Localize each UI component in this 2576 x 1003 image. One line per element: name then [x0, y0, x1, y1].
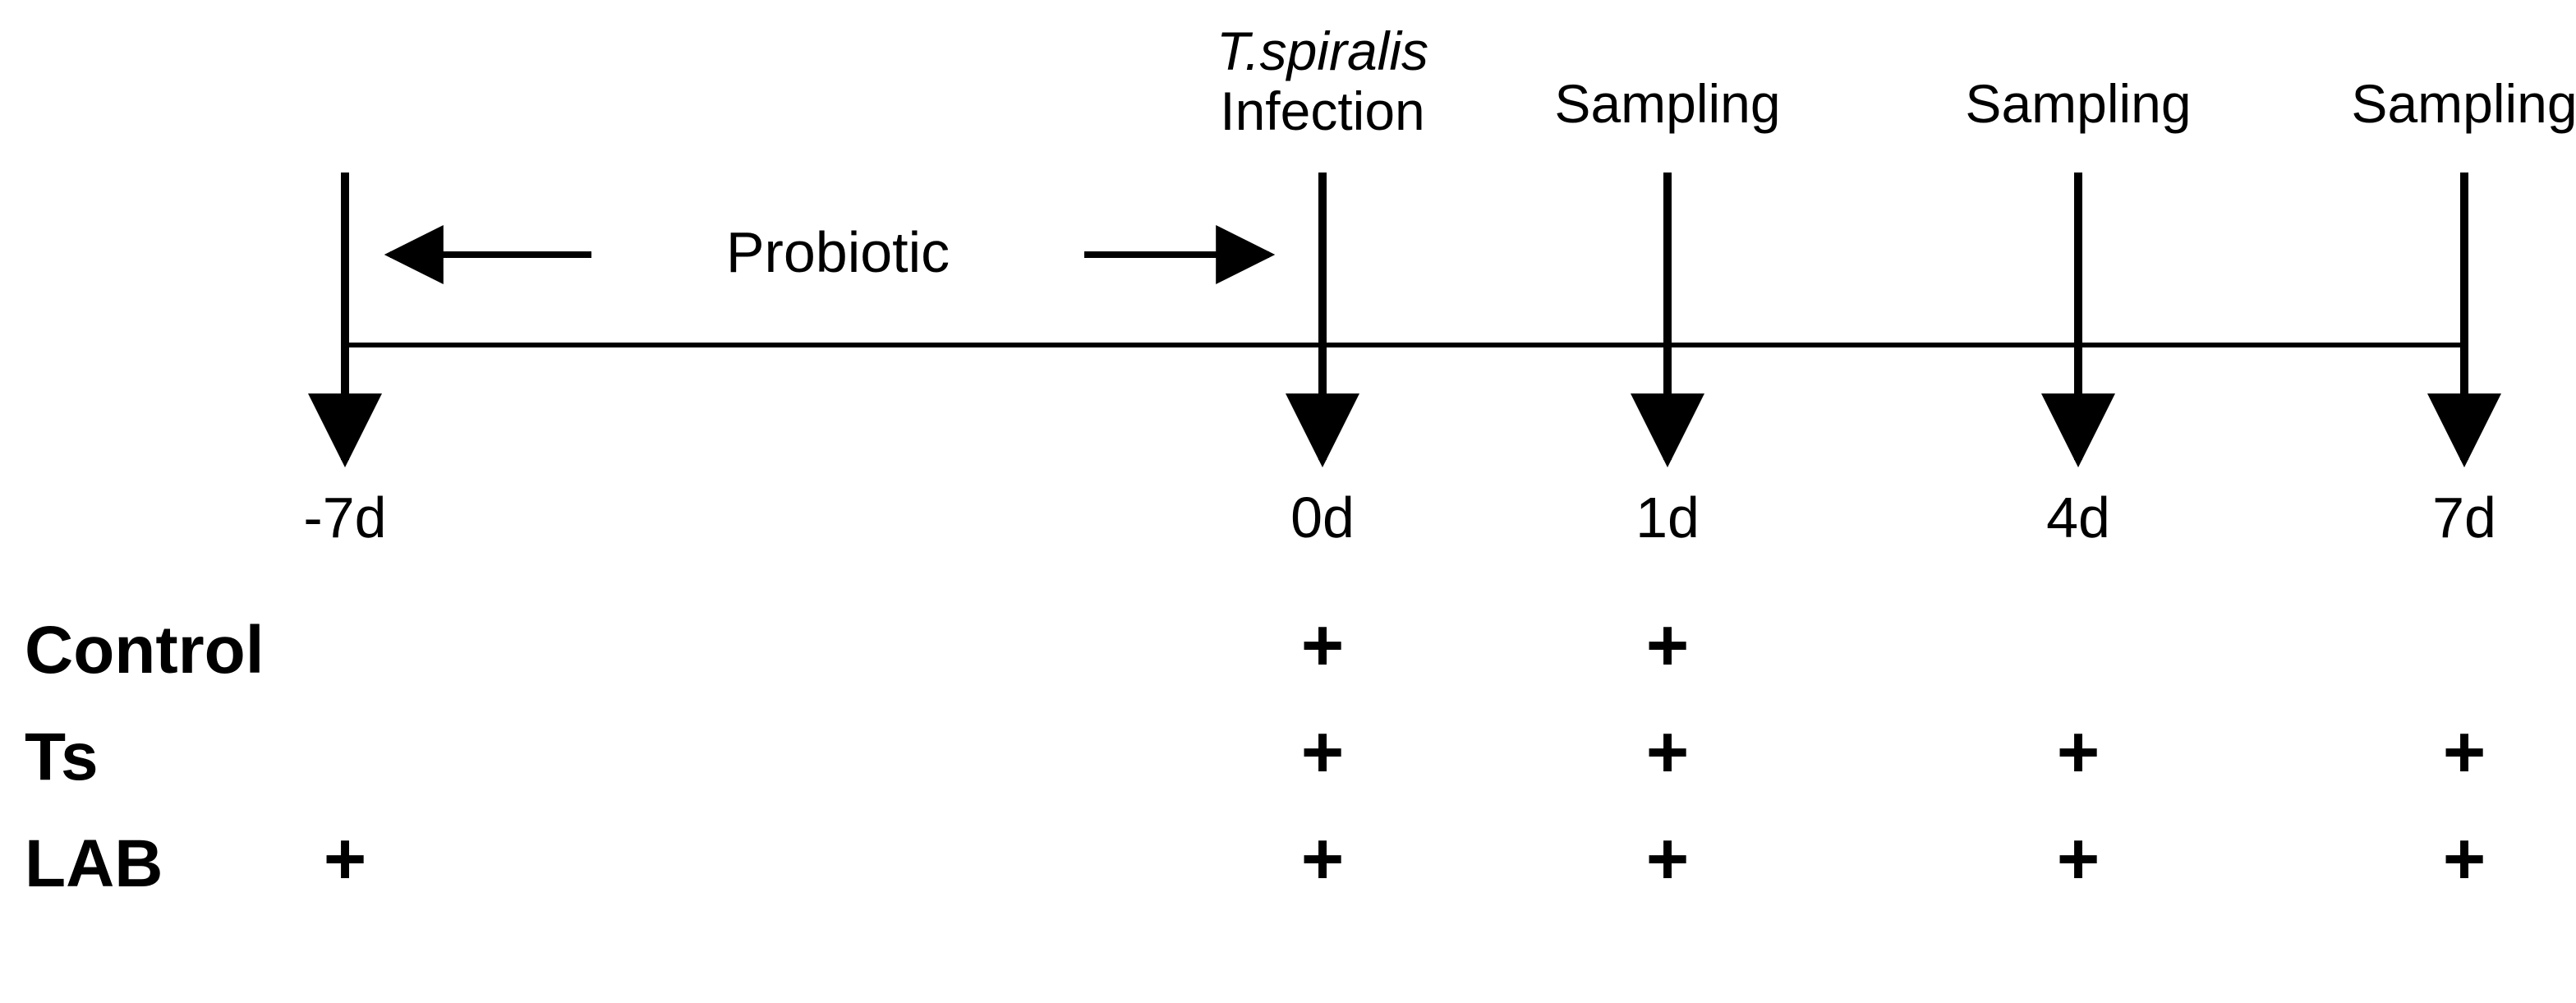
plus-lab-m7: + [324, 822, 367, 896]
plus-ts-d1: + [1646, 715, 1690, 789]
event-sampling-7d: Sampling [2351, 74, 2576, 134]
plus-ts-d7: + [2443, 715, 2486, 789]
day-minus7: -7d [303, 485, 386, 550]
row-label-lab: LAB [25, 826, 163, 903]
probiotic-label: Probiotic [726, 219, 950, 285]
event-infection-italic: T.spiralis [1217, 21, 1428, 81]
event-infection: T.spiralis Infection [1217, 21, 1428, 140]
day-0: 0d [1290, 485, 1355, 550]
day-7: 7d [2432, 485, 2496, 550]
timeline-diagram: T.spiralis Infection Sampling Sampling S… [0, 0, 2576, 1003]
plus-ts-d4: + [2057, 715, 2100, 789]
row-label-ts: Ts [25, 719, 99, 796]
row-label-control: Control [25, 612, 264, 689]
plus-control-d0: + [1301, 609, 1345, 683]
plus-lab-d7: + [2443, 822, 2486, 896]
event-sampling-4d: Sampling [1965, 74, 2191, 134]
plus-lab-d1: + [1646, 822, 1690, 896]
day-4: 4d [2046, 485, 2110, 550]
event-sampling-1d: Sampling [1554, 74, 1780, 134]
plus-control-d1: + [1646, 609, 1690, 683]
plus-ts-d0: + [1301, 715, 1345, 789]
plus-lab-d0: + [1301, 822, 1345, 896]
event-infection-text: Infection [1220, 81, 1425, 141]
plus-lab-d4: + [2057, 822, 2100, 896]
day-1: 1d [1635, 485, 1700, 550]
